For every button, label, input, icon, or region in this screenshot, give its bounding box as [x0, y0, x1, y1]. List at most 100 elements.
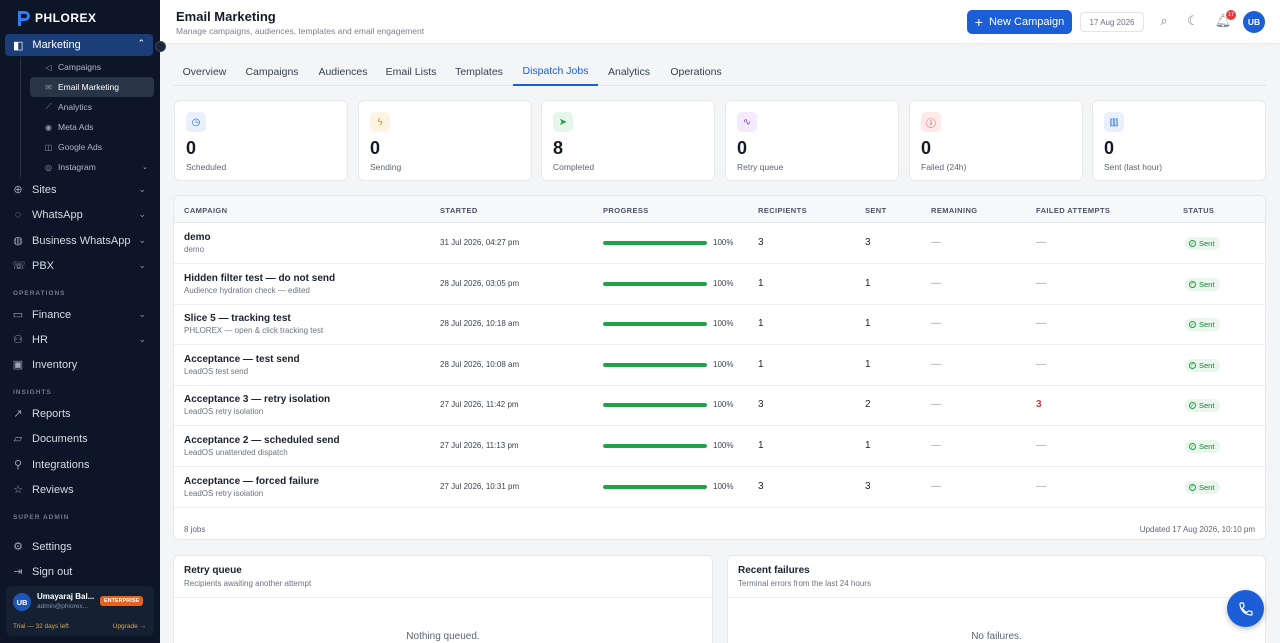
new-campaign-button[interactable]: + New Campaign	[967, 10, 1072, 34]
progress-bar-fill	[603, 322, 707, 327]
column-header-sent[interactable]: SENT	[865, 206, 887, 215]
theme-toggle-icon[interactable]: ☾	[1187, 13, 1199, 28]
sidebar-item-label: Reports	[32, 407, 71, 420]
stat-label: Sending	[370, 162, 402, 172]
status-label: Sent	[1199, 442, 1215, 451]
sidebar-item-sites[interactable]: ⊕ Sites ⌄	[0, 177, 160, 202]
sidebar-subitem-instagram[interactable]: ◎ Instagram ⌄	[30, 157, 154, 177]
campaign-name[interactable]: demo	[184, 232, 211, 243]
stat-label: Sent (last hour)	[1104, 162, 1163, 172]
progress-bar-fill	[603, 484, 707, 489]
column-header-started[interactable]: STARTED	[440, 206, 478, 215]
hr-icon: ⚇	[13, 334, 23, 346]
campaign-name[interactable]: Acceptance 3 — retry isolation	[184, 394, 331, 406]
activity-icon: ∿	[737, 112, 757, 132]
plus-icon: +	[974, 14, 983, 30]
campaign-description: LeadOS unattended dispatch	[184, 448, 288, 457]
sent-count: 1	[865, 358, 871, 370]
empty-state: No failures.	[971, 631, 1022, 642]
sidebar-item-whatsapp[interactable]: ◌ WhatsApp ⌄	[0, 202, 160, 227]
column-header-progress[interactable]: PROGRESS	[603, 206, 649, 215]
updated-timestamp: Updated 17 Aug 2026, 10:10 pm	[1139, 525, 1255, 534]
header-avatar[interactable]: UB	[1243, 11, 1265, 33]
tab-email-lists[interactable]: Email Lists	[385, 65, 437, 78]
table-row[interactable]: demo demo 31 Jul 2026, 04:27 pm 100% 3 3 — — ✓ Se…	[174, 223, 1265, 264]
sidebar-item-finance[interactable]: ▭ Finance ⌄	[0, 302, 160, 327]
stat-label: Scheduled	[186, 162, 227, 172]
sidebar-item-reviews[interactable]: ☆ Reviews	[0, 477, 160, 502]
table-row[interactable]: Acceptance — forced failure LeadOS retry …	[174, 467, 1265, 508]
table-row[interactable]: Acceptance 2 — scheduled send LeadOS unat…	[174, 426, 1265, 467]
table-row[interactable]: Acceptance 3 — retry isolation LeadOS ret…	[174, 385, 1265, 427]
brand-name: PHLOREX	[35, 11, 97, 25]
table-row[interactable]: Hidden filter test — do not send Audience…	[174, 264, 1265, 305]
sidebar-item-settings[interactable]: ⚙ Settings	[0, 534, 160, 559]
table-row[interactable]: Acceptance — test send LeadOS test send 28…	[174, 345, 1265, 386]
megaphone-icon: ◧	[13, 39, 24, 52]
stat-value: 0	[1104, 138, 1115, 158]
call-button[interactable]	[1227, 590, 1264, 627]
campaign-name[interactable]: Hidden filter test — do not send	[184, 272, 336, 284]
sidebar-collapse-button[interactable]	[155, 41, 166, 52]
tab-analytics[interactable]: Analytics	[607, 65, 650, 78]
check-circle-icon: ✓	[1189, 321, 1196, 329]
globe-icon: ⊕	[13, 184, 23, 196]
sidebar-subitem-meta-ads[interactable]: ◉ Meta Ads	[30, 117, 154, 137]
check-circle-icon: ✓	[1189, 280, 1196, 288]
progress-bar-fill	[603, 403, 707, 408]
tab-templates[interactable]: Templates	[455, 65, 503, 78]
sidebar-subitem-campaigns[interactable]: ◁ Campaigns	[30, 57, 154, 77]
campaign-name[interactable]: Slice 5 — tracking test	[184, 313, 291, 325]
sidebar-item-documents[interactable]: ▱ Documents	[0, 426, 160, 451]
sidebar-item-reports[interactable]: ↗ Reports	[0, 401, 160, 426]
column-header-campaign[interactable]: CAMPAIGN	[184, 206, 228, 215]
campaign-name[interactable]: Acceptance 2 — scheduled send	[184, 435, 340, 446]
campaign-name[interactable]: Acceptance — forced failure	[184, 475, 320, 487]
user-card[interactable]: UB Umayaraj Bal... admin@phlorex... ENTE…	[6, 586, 154, 636]
tab-overview[interactable]: Overview	[182, 65, 227, 78]
sidebar-subitem-google-ads[interactable]: ◫ Google Ads	[30, 137, 154, 157]
column-header-status[interactable]: STATUS	[1183, 206, 1215, 215]
date-display[interactable]: 17 Aug 2026	[1080, 12, 1144, 32]
sidebar-item-label: Inventory	[32, 358, 78, 371]
started-at: 28 Jul 2026, 10:18 am	[440, 319, 520, 329]
sidebar-item-integrations[interactable]: ⚲ Integrations	[0, 452, 160, 477]
campaign-name[interactable]: Acceptance — test send	[184, 353, 300, 365]
progress-percent: 100%	[713, 400, 734, 410]
status-badge: ✓ Sent	[1185, 480, 1221, 494]
failed-attempts-count: —	[1036, 237, 1046, 248]
page-title: Email Marketing	[176, 9, 276, 24]
sidebar-subitem-analytics[interactable]: ⟋ Analytics	[30, 97, 154, 117]
sidebar-item-sign-out[interactable]: ⇥ Sign out	[0, 559, 160, 584]
remaining-count: —	[931, 358, 941, 370]
sidebar-item-label: Settings	[32, 540, 72, 553]
sidebar-subitem-label: Analytics	[58, 102, 93, 112]
sidebar-item-inventory[interactable]: ▣ Inventory	[0, 352, 160, 377]
campaign-description: LeadOS retry isolation	[184, 488, 264, 498]
megaphone-icon: ◁	[45, 62, 52, 72]
table-row[interactable]: Slice 5 — tracking test PHLOREX — open & …	[174, 304, 1265, 346]
tab-operations[interactable]: Operations	[670, 65, 722, 78]
sidebar-item-label: PBX	[32, 259, 55, 272]
check-circle-icon: ✓	[1189, 443, 1196, 450]
bar-chart-icon: ▥	[1104, 112, 1124, 132]
tab-campaigns[interactable]: Campaigns	[245, 65, 299, 78]
brand-logo[interactable]: PHLOREX	[0, 0, 160, 36]
sidebar-subitem-email-marketing[interactable]: ✉ Email Marketing	[30, 77, 154, 97]
started-at: 31 Jul 2026, 04:27 pm	[440, 238, 520, 247]
tab-audiences[interactable]: Audiences	[318, 65, 368, 78]
sidebar-item-hr[interactable]: ⚇ HR ⌄	[0, 327, 160, 352]
column-header-failed-attempts[interactable]: FAILED ATTEMPTS	[1036, 206, 1111, 215]
sidebar-item-pbx[interactable]: ☏ PBX ⌄	[0, 253, 160, 278]
sidebar-subitem-label: Email Marketing	[58, 82, 119, 92]
column-header-remaining[interactable]: REMAINING	[931, 206, 978, 215]
tab-dispatch-jobs[interactable]: Dispatch Jobs	[513, 57, 598, 86]
sidebar-item-marketing[interactable]: ◧ Marketing ⌃	[5, 34, 153, 56]
sidebar-item-business-whatsapp[interactable]: ◍ Business WhatsApp ⌄	[0, 228, 160, 253]
search-icon[interactable]: ⌕	[1160, 13, 1168, 28]
upgrade-link[interactable]: Upgrade →	[112, 623, 146, 630]
stat-card-retry-queue: ∿ 0 Retry queue	[725, 100, 899, 181]
column-header-recipients[interactable]: RECIPIENTS	[758, 206, 808, 215]
clock-icon: ◷	[186, 112, 206, 132]
check-circle-icon: ✓	[1189, 240, 1196, 247]
